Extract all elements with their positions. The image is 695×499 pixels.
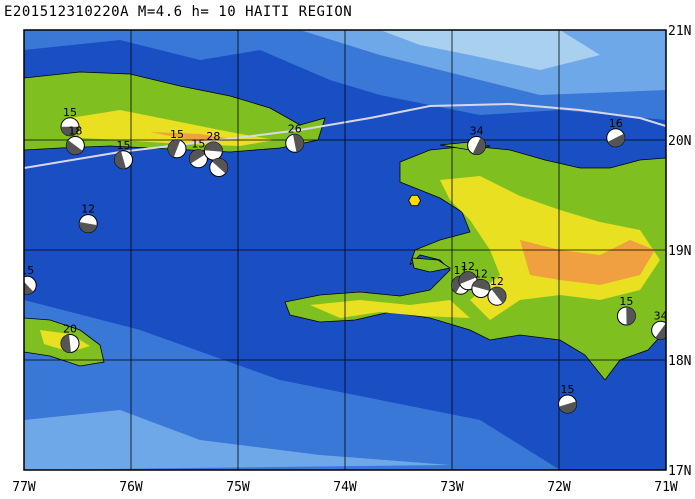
depth-label: 15 bbox=[619, 295, 633, 308]
mechanism-compression bbox=[472, 137, 486, 155]
mechanism-compression bbox=[491, 287, 506, 304]
depth-label: 15 bbox=[117, 139, 131, 152]
depth-label: 34 bbox=[654, 309, 668, 322]
longitude-label: 75W bbox=[226, 480, 250, 495]
focal-mechanism: 15 bbox=[188, 138, 208, 169]
longitude-label: 74W bbox=[333, 480, 357, 495]
longitude-label: 77W bbox=[12, 480, 36, 495]
mechanism-compression bbox=[79, 222, 98, 233]
hispaniola-south-uplands bbox=[310, 300, 470, 318]
latitude-label: 17N bbox=[668, 464, 691, 479]
latitude-label: 20N bbox=[668, 134, 691, 149]
mechanism-compression bbox=[626, 307, 636, 325]
event-group bbox=[408, 194, 422, 207]
depth-label: 15 bbox=[63, 106, 77, 119]
focal-mechanism: 12 bbox=[487, 275, 507, 306]
gonave-island bbox=[411, 257, 452, 273]
depth-label: 28 bbox=[206, 130, 220, 143]
mechanism-compression bbox=[61, 126, 80, 136]
focal-mechanism: 12 bbox=[471, 268, 491, 298]
shelf-bahamas bbox=[380, 30, 600, 70]
depth-label: 16 bbox=[609, 117, 623, 130]
focal-mechanism: 28 bbox=[203, 130, 223, 161]
focal-mechanism: 15 bbox=[60, 106, 80, 137]
depth-label: 26 bbox=[288, 122, 302, 135]
ocean-shallow-south bbox=[24, 410, 450, 470]
mechanism-compression bbox=[66, 140, 83, 155]
longitude-label: 76W bbox=[119, 480, 143, 495]
focal-mechanism: 20 bbox=[60, 323, 80, 353]
map-frame bbox=[23, 29, 667, 471]
event-epicenter-marker bbox=[408, 194, 422, 207]
latitude-label: 18N bbox=[668, 354, 691, 369]
mechanism-compression bbox=[459, 271, 477, 285]
longitude-label: 71W bbox=[654, 480, 678, 495]
map-title: E201512310220A M=4.6 h= 10 HAITI REGION bbox=[4, 4, 353, 20]
focal-mechanism: 15 bbox=[167, 128, 187, 159]
focal-mechanism: 15 bbox=[616, 295, 636, 326]
depth-label: 12 bbox=[461, 260, 475, 273]
mechanism-compression bbox=[61, 334, 71, 353]
focal-mechanism: 15 bbox=[558, 383, 578, 414]
mechanism-compression bbox=[24, 281, 34, 295]
mechanism-compression bbox=[607, 133, 625, 147]
depth-label: 15 bbox=[20, 264, 34, 277]
focal-mechanism: 12 bbox=[78, 203, 98, 234]
mechanism-compression bbox=[472, 279, 490, 291]
focal-mechanism bbox=[209, 158, 229, 177]
mechanism-compression bbox=[558, 401, 577, 413]
depth-label: 18 bbox=[68, 125, 82, 138]
depth-label: 20 bbox=[63, 323, 77, 336]
depth-label: 12 bbox=[81, 203, 95, 216]
hispaniola-landmass bbox=[284, 145, 666, 381]
focal-mechanism: 15 bbox=[20, 264, 37, 295]
mechanism-compression bbox=[168, 139, 181, 158]
focal-mechanism: 26 bbox=[285, 122, 305, 153]
longitude-label: 72W bbox=[547, 480, 571, 495]
focal-mechanism: 16 bbox=[606, 117, 626, 148]
mechanism-compression bbox=[212, 158, 228, 174]
depth-label: 34 bbox=[470, 125, 484, 138]
focal-mechanism: 18 bbox=[65, 125, 85, 155]
focal-mechanism: 15 bbox=[114, 139, 134, 170]
hispaniola-highlands bbox=[520, 240, 655, 285]
mechanism-compression bbox=[292, 134, 304, 153]
mechanism-compression bbox=[189, 149, 207, 164]
depth-label: 15 bbox=[561, 383, 575, 396]
mechanism-compression bbox=[204, 141, 223, 152]
focal-mechanism: 34 bbox=[651, 309, 668, 340]
axis-labels: 77W 76W 75W 74W 73W 72W 71W 21N 20N 19N 18N 17N bbox=[12, 24, 691, 495]
depth-label: 15 bbox=[191, 138, 205, 151]
depth-label: 15 bbox=[170, 128, 184, 141]
mechanism-compression bbox=[114, 151, 126, 169]
focal-mechanism: 34 bbox=[467, 125, 487, 155]
longitude-label: 73W bbox=[440, 480, 464, 495]
depth-label: 12 bbox=[490, 275, 504, 288]
depth-label: 12 bbox=[474, 268, 488, 281]
graticule bbox=[24, 30, 666, 470]
mechanism-compression bbox=[655, 323, 666, 340]
latitude-label: 19N bbox=[668, 244, 691, 259]
cuba-uplands bbox=[70, 110, 275, 146]
latitude-label: 21N bbox=[668, 24, 691, 39]
